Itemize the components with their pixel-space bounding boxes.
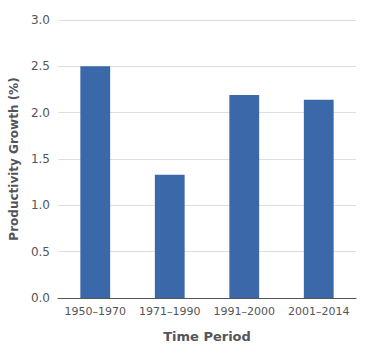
- svg-text:0.0: 0.0: [31, 291, 50, 305]
- svg-text:1.5: 1.5: [31, 152, 50, 166]
- svg-text:0.5: 0.5: [31, 245, 50, 259]
- svg-text:Productivity Growth (%): Productivity Growth (%): [7, 77, 21, 240]
- svg-text:1991–2000: 1991–2000: [214, 305, 276, 318]
- svg-text:2.5: 2.5: [31, 59, 50, 73]
- svg-text:2.0: 2.0: [31, 106, 50, 120]
- svg-text:1.0: 1.0: [31, 198, 50, 212]
- svg-text:Time Period: Time Period: [163, 329, 251, 344]
- svg-text:2001–2014: 2001–2014: [288, 305, 350, 318]
- svg-text:3.0: 3.0: [31, 13, 50, 27]
- svg-text:1950–1970: 1950–1970: [65, 305, 127, 318]
- svg-text:1971–1990: 1971–1990: [139, 305, 201, 318]
